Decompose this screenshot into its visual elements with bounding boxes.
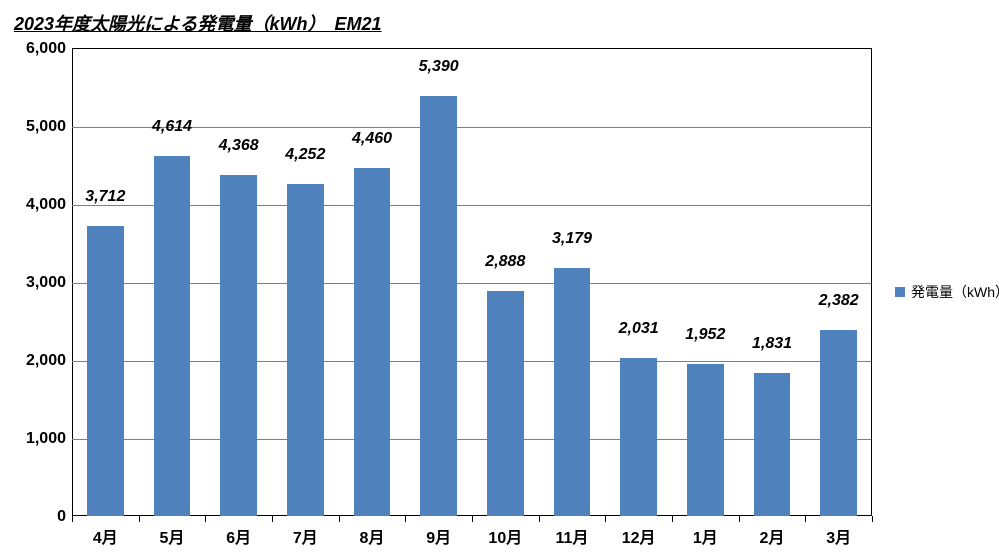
- legend: 発電量（kWh）: [895, 282, 999, 302]
- gridline: [72, 205, 871, 206]
- bar-value-label: 5,390: [419, 58, 459, 76]
- bar: [87, 226, 124, 516]
- bar-value-label: 3,179: [552, 230, 592, 248]
- bar: [287, 184, 324, 516]
- y-tick-label: 5,000: [26, 118, 72, 136]
- x-tick-label: 1月: [693, 516, 718, 548]
- bar: [154, 156, 191, 516]
- bar-value-label: 4,252: [285, 146, 325, 164]
- x-tick: [72, 516, 73, 522]
- y-tick-label: 1,000: [26, 430, 72, 448]
- x-tick-label: 11月: [556, 516, 589, 548]
- bar: [220, 175, 257, 516]
- gridline: [72, 283, 871, 284]
- legend-label: 発電量（kWh）: [911, 282, 999, 302]
- y-tick-label: 6,000: [26, 40, 72, 58]
- x-tick: [739, 516, 740, 522]
- x-tick: [205, 516, 206, 522]
- x-tick: [672, 516, 673, 522]
- chart-title: 2023年度太陽光による発電量（kWh） EM21: [14, 10, 382, 36]
- x-tick-label: 6月: [226, 516, 251, 548]
- bar-value-label: 4,460: [352, 130, 392, 148]
- x-tick-label: 8月: [360, 516, 385, 548]
- y-tick-label: 3,000: [26, 274, 72, 292]
- x-tick-label: 12月: [622, 516, 656, 548]
- x-tick-label: 9月: [426, 516, 451, 548]
- bar: [554, 268, 591, 516]
- x-tick: [139, 516, 140, 522]
- bar: [420, 96, 457, 516]
- bar: [487, 291, 524, 516]
- bar-value-label: 2,031: [619, 320, 659, 338]
- bar: [754, 373, 791, 516]
- x-tick-label: 3月: [826, 516, 851, 548]
- bar-value-label: 4,368: [219, 137, 259, 155]
- gridline: [72, 361, 871, 362]
- x-tick: [472, 516, 473, 522]
- gridline: [72, 439, 871, 440]
- bar: [620, 358, 657, 516]
- solar-generation-chart: 2023年度太陽光による発電量（kWh） EM21 01,0002,0003,0…: [0, 0, 999, 552]
- bar: [820, 330, 857, 516]
- x-tick: [272, 516, 273, 522]
- plot-area: 01,0002,0003,0004,0005,0006,0003,7124月4,…: [72, 48, 872, 516]
- x-tick: [605, 516, 606, 522]
- bar-value-label: 1,952: [685, 326, 725, 344]
- bar-value-label: 3,712: [85, 188, 125, 206]
- bar: [354, 168, 391, 516]
- x-tick: [339, 516, 340, 522]
- x-tick-label: 2月: [760, 516, 785, 548]
- legend-swatch: [895, 287, 905, 297]
- y-tick-label: 0: [57, 508, 72, 526]
- bar: [687, 364, 724, 516]
- bar-value-label: 2,888: [485, 253, 525, 271]
- x-tick: [539, 516, 540, 522]
- bar-value-label: 2,382: [819, 292, 859, 310]
- x-tick: [872, 516, 873, 522]
- bar-value-label: 1,831: [752, 335, 792, 353]
- y-tick-label: 2,000: [26, 352, 72, 370]
- x-tick: [405, 516, 406, 522]
- x-tick-label: 10月: [488, 516, 522, 548]
- y-tick-label: 4,000: [26, 196, 72, 214]
- x-tick: [805, 516, 806, 522]
- x-tick-label: 7月: [293, 516, 318, 548]
- x-tick-label: 4月: [93, 516, 118, 548]
- bar-value-label: 4,614: [152, 118, 192, 136]
- x-tick-label: 5月: [160, 516, 185, 548]
